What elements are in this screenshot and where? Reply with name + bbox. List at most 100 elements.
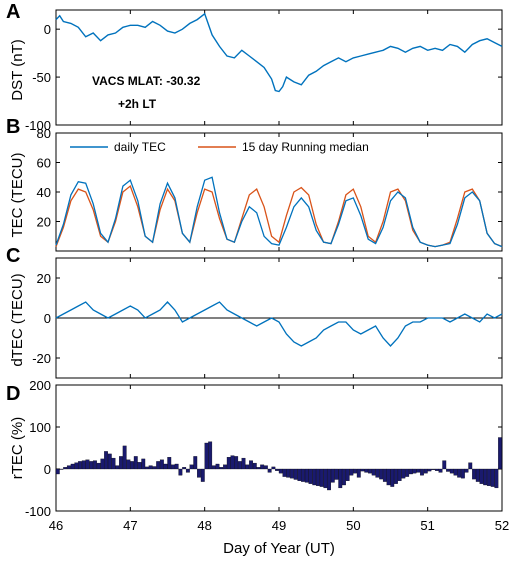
xtick-label: 49 [272,518,286,533]
panel-d-ylabel: rTEC (%) [9,417,26,480]
xtick-label: 46 [49,518,63,533]
rtec-bar [208,441,213,470]
rtec-bar [249,460,253,470]
rtec-bar [197,468,201,478]
rtec-bar [152,466,157,470]
rtec-bar [423,468,428,474]
rtec-bar [457,468,462,478]
rtec-bar [486,468,491,486]
rtec-bar [316,468,320,486]
rtec-bar [223,464,227,470]
rtec-bar [156,461,161,470]
panel-c-dtec: C dTEC (TECU) 20 0 -20 [6,245,503,379]
dst-series-line [55,12,503,93]
rtec-bar [241,457,246,470]
rtec-bar [464,468,469,473]
rtec-bar [364,468,369,473]
rtec-bar [323,468,328,489]
rtec-bar [278,468,283,474]
rtec-bar [252,462,257,470]
rtec-bar [468,462,473,470]
rtec-bar [479,468,484,484]
rtec-bar [163,463,168,470]
panel-a-yticks: 0 -50 -100 [25,10,503,133]
panel-a-label: A [6,1,20,23]
rtec-bar [271,466,276,470]
rtec-bar [104,451,108,470]
rtec-bar [263,465,268,470]
panel-d-rtec: D rTEC (%) 200 100 0 -100 [6,378,503,519]
rtec-bar [89,461,94,470]
rtec-bar [204,442,209,470]
rtec-bar [185,468,190,473]
rtec-bar [416,468,421,473]
rtec-bar [490,468,495,487]
panel-d-yticks: 200 100 0 -100 [25,378,503,519]
rtec-bar [237,461,242,470]
xtick-label: 51 [420,518,434,533]
rtec-bar [301,468,305,482]
rtec-bar [256,467,261,470]
x-axis-ticks: 46 47 48 49 50 51 52 [49,518,509,533]
rtec-bar [442,460,447,470]
rtec-bar [338,468,343,489]
rtec-bar [360,468,365,472]
rtec-bar [405,468,410,477]
rtec-bar [70,463,75,470]
rtec-bar [308,468,313,484]
ytick-label: 0 [44,311,51,326]
rtec-bar [304,468,309,483]
ytick-label: 20 [37,271,51,286]
station-annotation: VACS MLAT: -30.32 [92,74,201,88]
rtec-bar [282,468,287,477]
rtec-bar [66,465,71,470]
rtec-bar [401,468,406,479]
rtec-bar [379,468,384,480]
panel-d-label: D [6,383,20,405]
rtec-bar [345,468,350,481]
rtec-bar [449,468,454,474]
rtec-bar [289,468,294,479]
rtec-bar [126,459,131,470]
rtec-bar [349,468,354,476]
rtec-bar [498,437,502,470]
rtec-bar [122,445,127,470]
rtec-bar [397,468,402,481]
rtec-bar [189,464,194,470]
rtec-bar [394,468,398,484]
ytick-label: -100 [25,118,51,133]
rtec-bar [483,468,488,486]
rtec-bars [55,437,502,491]
legend: daily TEC 15 day Running median [70,140,369,154]
rtec-bar [93,460,97,470]
dtec-series-line [55,301,503,347]
rtec-bar [171,464,175,470]
panel-b-label: B [6,116,20,138]
rtec-bar [59,468,64,470]
panel-a-ylabel: DST (nT) [9,39,26,100]
legend-running-median-label: 15 day Running median [242,140,369,154]
daily-tec-line [55,176,503,248]
rtec-bar [375,468,380,478]
rtec-bar [137,462,142,470]
rtec-bar [353,468,357,474]
rtec-bar [130,461,134,470]
ytick-label: 80 [37,126,51,141]
panel-b-tec: B TEC (TECU) 80 60 40 20 daily TEC 15 day R… [6,116,503,252]
rtec-bar [312,468,317,486]
rtec-bar [174,463,179,470]
rtec-bar [293,468,298,480]
x-axis-label: Day of Year (UT) [223,540,335,557]
rtec-bar [148,465,153,470]
rtec-bar [434,468,439,471]
rtec-bar [368,468,372,474]
rtec-bar [211,465,216,470]
panel-a-dst: A DST (nT) VACS MLAT: -30.32 +2h LT 0 -50… [6,1,503,133]
rtec-bar [297,468,302,481]
rtec-bar [356,468,361,478]
rtec-bar [260,464,265,470]
rtec-bar [330,468,335,483]
rtec-bar [234,456,239,470]
rtec-bar [215,463,220,470]
